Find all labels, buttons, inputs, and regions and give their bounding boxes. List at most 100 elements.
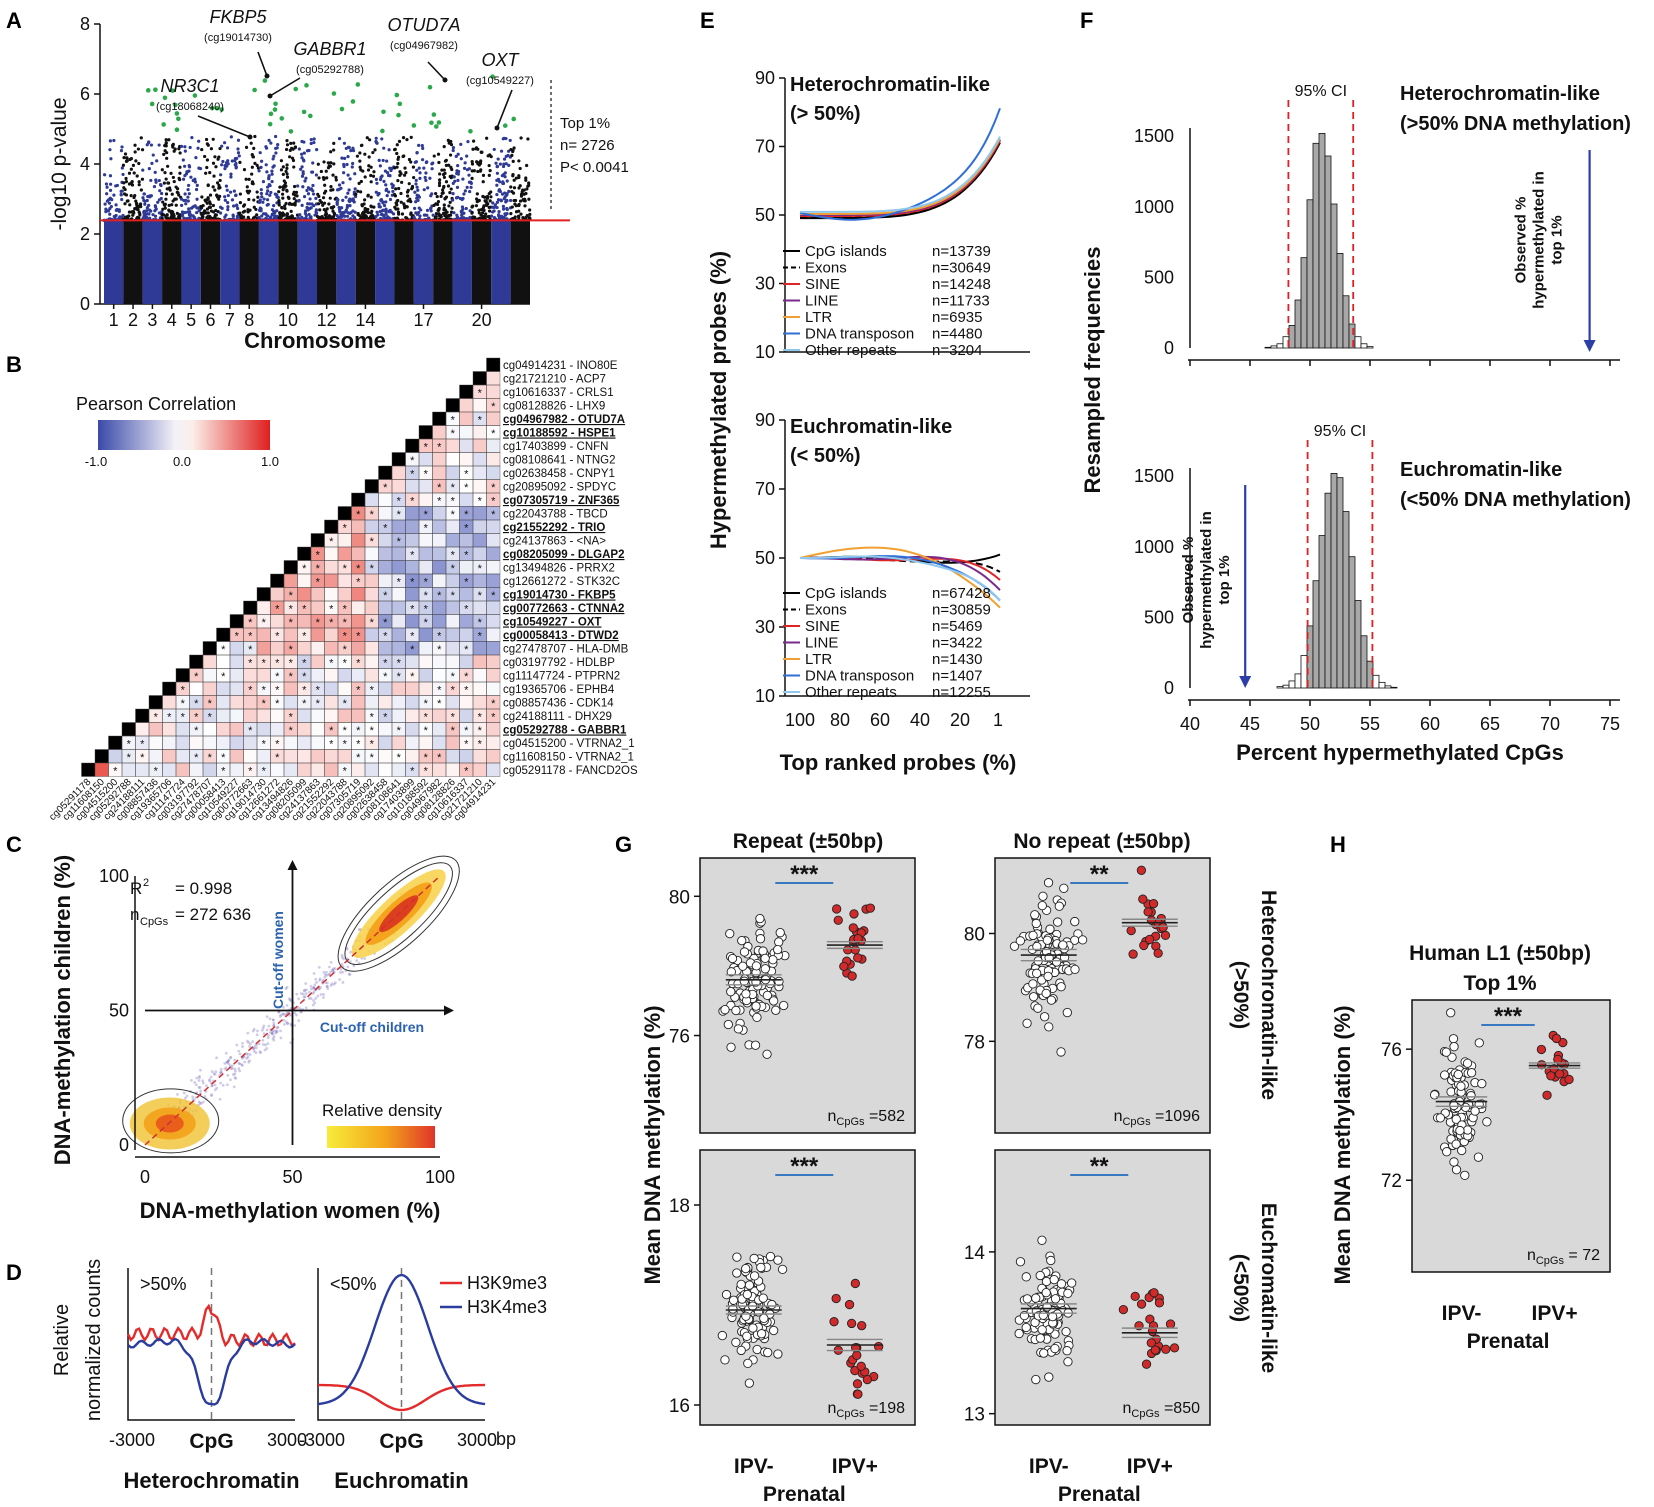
significance-star: * bbox=[424, 509, 429, 521]
ipv-negative-point bbox=[1435, 1113, 1445, 1123]
cpg-point bbox=[325, 981, 329, 985]
snp-point bbox=[255, 190, 259, 194]
snp-point bbox=[172, 179, 176, 184]
significance-star: * bbox=[248, 725, 253, 737]
snp-point bbox=[495, 183, 499, 187]
heatmap-cell bbox=[378, 600, 393, 615]
snp-point bbox=[461, 177, 465, 181]
snp-point bbox=[355, 154, 360, 158]
snp-point bbox=[481, 211, 485, 215]
cpg-point bbox=[279, 1013, 283, 1017]
ipv-negative-point bbox=[1451, 1165, 1462, 1175]
significance-star: * bbox=[410, 671, 415, 683]
significance-star: * bbox=[329, 725, 334, 737]
histogram-bar bbox=[1366, 346, 1374, 349]
cpg-point bbox=[211, 1084, 214, 1088]
snp-point bbox=[136, 147, 140, 151]
chromosome-band bbox=[200, 220, 221, 304]
heatmap-cell bbox=[459, 560, 474, 575]
heatmap-cell bbox=[270, 641, 285, 656]
snp-point bbox=[426, 186, 430, 190]
ci-label: 95% CI bbox=[1314, 423, 1366, 440]
gene-annotation: OTUD7A bbox=[387, 15, 460, 35]
cpg-point bbox=[314, 977, 318, 981]
snp-point bbox=[138, 204, 142, 208]
density-contour bbox=[122, 1088, 220, 1154]
heatmap-cell bbox=[351, 533, 366, 548]
snp-point bbox=[378, 177, 383, 182]
snp-point bbox=[324, 169, 328, 173]
cpg-point bbox=[322, 993, 326, 996]
snp-point bbox=[119, 148, 124, 153]
row-probe: cg19365706 bbox=[503, 684, 566, 696]
cpg-point bbox=[272, 1021, 276, 1025]
cpg-point bbox=[214, 1070, 218, 1074]
cpg-point bbox=[224, 1066, 228, 1070]
cpg-point bbox=[247, 1041, 250, 1044]
significant-hit bbox=[161, 122, 166, 127]
significance-star: * bbox=[397, 536, 402, 548]
snp-point bbox=[287, 196, 291, 200]
significance-star: * bbox=[478, 388, 483, 400]
snp-point bbox=[283, 206, 287, 211]
snp-point bbox=[367, 164, 371, 168]
heatmap-cell bbox=[94, 749, 109, 764]
significant-hit bbox=[252, 87, 257, 93]
heatmap-cell bbox=[121, 762, 136, 777]
cpg-point bbox=[281, 1012, 285, 1016]
panel-title: Human L1 (±50bp) bbox=[1409, 942, 1591, 965]
row-probe: cg08205099 bbox=[503, 549, 568, 561]
snp-point bbox=[502, 197, 506, 201]
significant-hit bbox=[272, 107, 278, 112]
snp-point bbox=[456, 178, 460, 183]
snp-point bbox=[468, 189, 472, 194]
snp-point bbox=[396, 179, 400, 183]
snp-point bbox=[112, 193, 116, 197]
dotplot-background bbox=[699, 1149, 916, 1426]
cpg-point bbox=[229, 1078, 232, 1082]
heatmap-cell bbox=[364, 762, 379, 777]
cpg-point bbox=[279, 1036, 283, 1040]
cpg-point bbox=[248, 1053, 252, 1056]
cpg-point bbox=[228, 1064, 232, 1068]
ipv-negative-point bbox=[1043, 878, 1054, 888]
snp-point bbox=[415, 193, 419, 197]
correlation-heatmap: Pearson Correlation-1.0 0.0 1.0*** ** ** *** *… bbox=[47, 357, 638, 824]
significance-star: * bbox=[343, 604, 348, 616]
snp-point bbox=[274, 134, 278, 139]
snp-point bbox=[213, 155, 217, 159]
snp-point bbox=[487, 209, 492, 213]
significance-star: * bbox=[262, 617, 267, 629]
cpg-point bbox=[328, 965, 331, 969]
heatmap-cell bbox=[472, 573, 487, 588]
cpg-point bbox=[272, 1029, 275, 1032]
snp-point bbox=[385, 194, 389, 198]
snp-point bbox=[217, 155, 221, 159]
snp-point bbox=[471, 147, 475, 151]
cpg-point bbox=[295, 1013, 298, 1017]
snp-point bbox=[278, 211, 282, 215]
snp-point bbox=[325, 176, 329, 180]
snp-point bbox=[450, 206, 454, 210]
ipv-positive-point bbox=[1128, 949, 1138, 959]
snp-point bbox=[456, 152, 460, 156]
snp-point bbox=[341, 181, 345, 185]
heatmap-cell bbox=[135, 762, 150, 777]
row-probe: cg02638458 bbox=[503, 468, 566, 480]
snp-point bbox=[262, 197, 266, 201]
snp-point bbox=[306, 202, 310, 206]
y-tick-label: 18 bbox=[669, 1196, 690, 1217]
snp-point bbox=[518, 166, 522, 171]
cpg-point bbox=[258, 1050, 262, 1054]
snp-point bbox=[382, 179, 386, 183]
row-gene: - HDLBP bbox=[566, 657, 615, 669]
snp-point bbox=[290, 146, 294, 150]
cpg-point bbox=[256, 1029, 259, 1033]
heatmap-cell bbox=[162, 762, 177, 777]
heatmap-cell bbox=[472, 479, 487, 494]
snp-point bbox=[495, 171, 499, 175]
snp-point bbox=[507, 163, 511, 167]
chromosome-band bbox=[123, 220, 143, 304]
heatmap-cell bbox=[243, 708, 258, 723]
significance-star: * bbox=[262, 698, 267, 710]
